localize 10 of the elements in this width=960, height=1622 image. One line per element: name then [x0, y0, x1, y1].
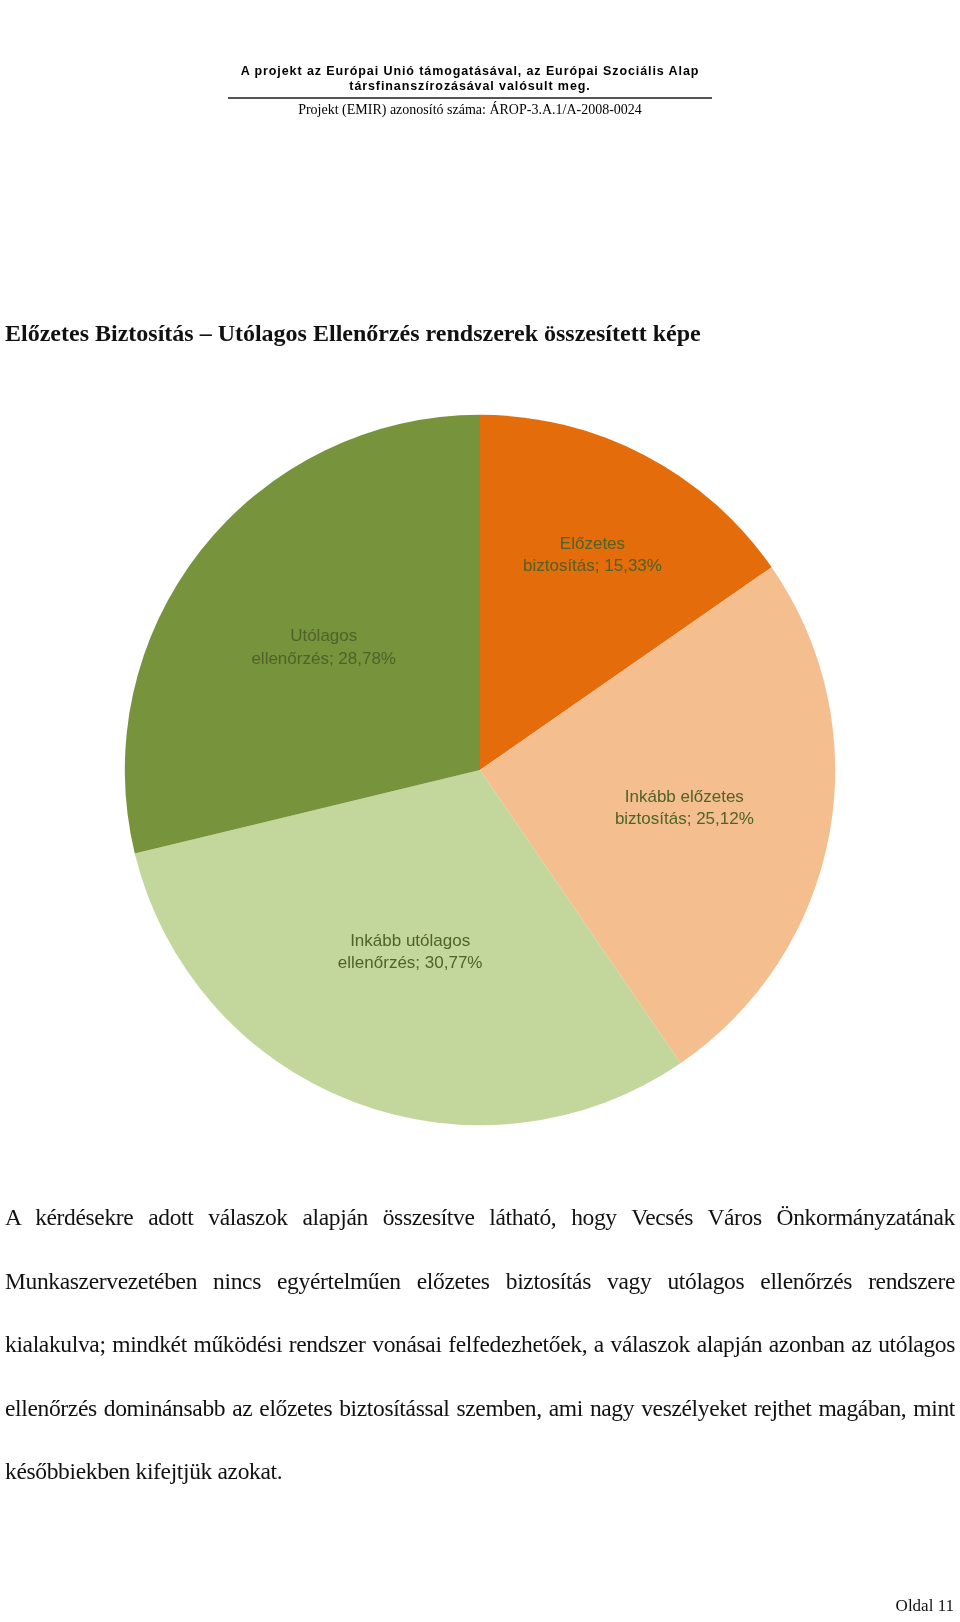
slice-label: Inkább előzetes biztosítás; 25,12% — [614, 786, 754, 829]
chart-title: Előzetes Biztosítás – Utólagos Ellenőrzés rendszerek összesített képe — [5, 320, 701, 347]
slice-label: Inkább utólagos ellenőrzés; 30,77% — [337, 931, 483, 973]
text: A kérdésekre adott válaszok alapján összesítve látható, hogy Vecsés Város Önkormányzatának Munkaszervezetében nincs egyértelműen előzetes biztosítás vagy utólagos ellenőrzés rendszere kialakulva; mindkét működési rendszer vonásai felfedezhetőek, a válaszok alapján azonban az utólagos ellenőrzés dominánsabb az előzetes biztosítással szemben, ami nagy veszélyeket rejthet magában, mint későbbiekben kifejtjük azokat. — [5, 1204, 955, 1484]
text: Projekt (EMIR) azonosító száma: ÁROP-3.A.1/A-2008-0024 — [297, 102, 643, 118]
pie-slice — [480, 414, 772, 770]
text: Oldal 11 — [895, 1596, 954, 1616]
slice-label: Előzetes biztosítás; 15,33% — [522, 534, 662, 576]
text: A projekt az Európai Unió támogatásával, az Európai Szociális Alap társfinanszírozásával valósult meg. — [228, 64, 712, 99]
pie-slice — [124, 414, 480, 854]
